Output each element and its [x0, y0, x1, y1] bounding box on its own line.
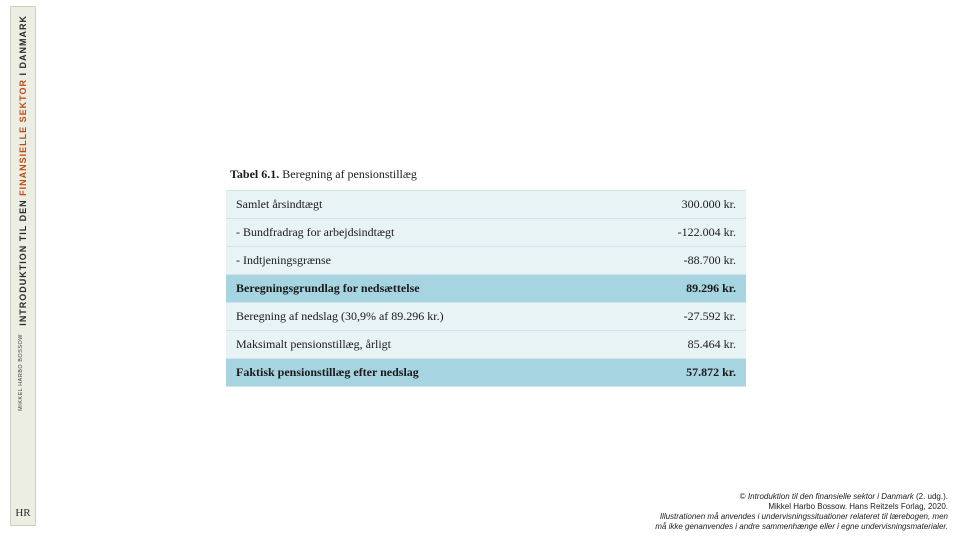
table-row: - Bundfradrag for arbejdsindtægt -122.00…	[226, 219, 746, 247]
spine-author: MIKKEL HARBO BOSSOW	[18, 334, 24, 411]
copyright-line-3: Illustrationen må anvendes i undervisnin…	[655, 512, 948, 522]
pension-table-block: Tabel 6.1. Beregning af pensionstillæg S…	[226, 167, 746, 387]
row-label: Maksimalt pensionstillæg, årligt	[226, 331, 613, 359]
table-caption-title: Beregning af pensionstillæg	[279, 167, 417, 181]
row-value: -88.700 kr.	[613, 247, 746, 275]
row-label: - Indtjeningsgrænse	[226, 247, 613, 275]
row-label: Beregningsgrundlag for nedsættelse	[226, 275, 613, 303]
page: INTRODUKTION TIL DEN FINANSIELLE SEKTOR …	[0, 0, 960, 540]
row-value: 300.000 kr.	[613, 191, 746, 219]
copyright-line-2: Mikkel Harbo Bossow. Hans Reitzels Forla…	[655, 502, 948, 512]
row-value: 85.464 kr.	[613, 331, 746, 359]
row-value: -122.004 kr.	[613, 219, 746, 247]
spine-title: INTRODUKTION TIL DEN FINANSIELLE SEKTOR …	[18, 15, 28, 326]
copyright-book-title: Introduktion til den finansielle sektor …	[748, 492, 914, 501]
table-body: Samlet årsindtægt 300.000 kr. - Bundfrad…	[226, 191, 746, 387]
row-value: 57.872 kr.	[613, 359, 746, 387]
table-row: - Indtjeningsgrænse -88.700 kr.	[226, 247, 746, 275]
row-label: Beregning af nedslag (30,9% af 89.296 kr…	[226, 303, 613, 331]
row-label: - Bundfradrag for arbejdsindtægt	[226, 219, 613, 247]
spine-title-accent: FINANSIELLE SEKTOR	[18, 79, 28, 196]
spine-title-post: I DANMARK	[18, 15, 28, 79]
pension-calculation-table: Samlet årsindtægt 300.000 kr. - Bundfrad…	[226, 190, 746, 387]
copyright-notice: © Introduktion til den finansielle sekto…	[655, 492, 948, 532]
table-row: Beregningsgrundlag for nedsættelse 89.29…	[226, 275, 746, 303]
copyright-line-4: må ikke genanvendes i andre sammenhænge …	[655, 522, 948, 532]
table-caption: Tabel 6.1. Beregning af pensionstillæg	[226, 167, 746, 190]
row-value: -27.592 kr.	[613, 303, 746, 331]
table-caption-number: Tabel 6.1.	[230, 167, 279, 181]
table-row: Faktisk pensionstillæg efter nedslag 57.…	[226, 359, 746, 387]
row-label: Faktisk pensionstillæg efter nedslag	[226, 359, 613, 387]
book-spine: INTRODUKTION TIL DEN FINANSIELLE SEKTOR …	[10, 6, 36, 526]
row-value: 89.296 kr.	[613, 275, 746, 303]
copyright-symbol: ©	[740, 492, 748, 501]
table-row: Samlet årsindtægt 300.000 kr.	[226, 191, 746, 219]
table-row: Maksimalt pensionstillæg, årligt 85.464 …	[226, 331, 746, 359]
copyright-line-1: © Introduktion til den finansielle sekto…	[655, 492, 948, 502]
spine-title-pre: INTRODUKTION TIL DEN	[18, 196, 28, 326]
table-row: Beregning af nedslag (30,9% af 89.296 kr…	[226, 303, 746, 331]
row-label: Samlet årsindtægt	[226, 191, 613, 219]
copyright-edition: (2. udg.).	[914, 492, 948, 501]
spine-publisher-logo: HR	[15, 507, 30, 521]
